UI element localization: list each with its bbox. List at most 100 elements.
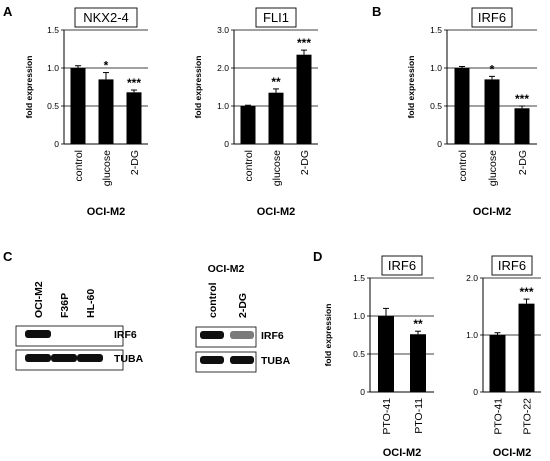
gene-title-box bbox=[74, 7, 138, 28]
bar bbox=[489, 335, 506, 392]
y-tick-label: 1.0 bbox=[47, 63, 59, 73]
gene-title: NKX2-4 bbox=[83, 10, 129, 25]
blot-row-label: TUBA bbox=[261, 355, 291, 367]
blot-band bbox=[25, 330, 51, 338]
gene-title-box bbox=[255, 7, 297, 28]
gene-title-box bbox=[491, 255, 533, 276]
bar bbox=[126, 92, 142, 144]
significance-marker: * bbox=[490, 62, 495, 76]
significance-marker: *** bbox=[519, 285, 533, 299]
y-tick-label: 1.5 bbox=[47, 25, 59, 35]
blot-band bbox=[200, 331, 224, 339]
blot-band bbox=[77, 354, 103, 362]
y-tick-label: 1.0 bbox=[353, 311, 365, 321]
x-group-label: OCI-M2 bbox=[257, 206, 296, 218]
y-tick-label: 3.0 bbox=[217, 25, 229, 35]
blot-lane-label: OCI-M2 bbox=[33, 281, 45, 318]
bar bbox=[454, 68, 470, 144]
blot-band bbox=[25, 354, 51, 362]
y-tick-label: 0.5 bbox=[353, 349, 365, 359]
x-category-label: PTO-41 bbox=[381, 398, 393, 435]
bar bbox=[296, 54, 312, 145]
y-tick-label: 1.0 bbox=[466, 330, 478, 340]
x-category-label: glucose bbox=[487, 150, 499, 186]
significance-marker: *** bbox=[297, 36, 311, 50]
significance-marker: ** bbox=[271, 75, 281, 89]
bar-chart-irf6-pto11: 0 0.5 1.0 1.5 PTO-41 ** PTO-11 IRF6 fold express… bbox=[323, 255, 434, 459]
x-category-label: PTO-41 bbox=[493, 398, 505, 435]
blot-band bbox=[51, 354, 77, 362]
x-category-label: 2-DG bbox=[129, 150, 141, 175]
x-group-label: OCI-M2 bbox=[493, 447, 532, 459]
significance-marker: *** bbox=[127, 76, 141, 90]
blot-lane-label: F36P bbox=[59, 293, 71, 318]
bar-chart-irf6-b: 0 0.5 1.0 1.5 control * glucose *** 2-DG IRF6 fold… bbox=[406, 7, 537, 218]
significance-marker: ** bbox=[413, 317, 423, 331]
y-tick-label: 1.5 bbox=[353, 273, 365, 283]
bar bbox=[378, 316, 394, 392]
gene-title-box bbox=[381, 255, 423, 276]
y-tick-label: 0.5 bbox=[430, 101, 442, 111]
x-category-label: 2-DG bbox=[299, 150, 311, 175]
x-group-label: OCI-M2 bbox=[473, 206, 512, 218]
bar bbox=[98, 79, 114, 144]
y-tick-label: 0.5 bbox=[47, 101, 59, 111]
bar bbox=[514, 108, 530, 144]
panel-letter-b: B bbox=[372, 4, 381, 19]
blot-row-label: TUBA bbox=[114, 353, 144, 365]
blot-lane-label: HL-60 bbox=[85, 289, 97, 318]
gene-title-box bbox=[471, 7, 513, 28]
y-axis-label: fold expression bbox=[24, 56, 34, 119]
x-category-label: control bbox=[243, 150, 255, 182]
significance-marker: *** bbox=[515, 92, 529, 106]
blot-lane-label: control bbox=[207, 282, 219, 318]
bar bbox=[240, 106, 256, 144]
gene-title: IRF6 bbox=[498, 258, 526, 273]
y-axis-label: fold expression bbox=[193, 56, 203, 119]
x-category-label: glucose bbox=[101, 150, 113, 186]
panel-letter-d: D bbox=[313, 249, 322, 264]
gene-title: IRF6 bbox=[388, 258, 416, 273]
blot-band bbox=[230, 356, 254, 364]
bar-chart-nkx2-4: 0 0.5 1.0 1.5 control * glucose *** 2-DG NKX2-4 fo… bbox=[24, 7, 148, 218]
x-category-label: 2-DG bbox=[517, 150, 529, 175]
x-group-label: OCI-M2 bbox=[87, 206, 126, 218]
bar bbox=[410, 334, 426, 392]
bar bbox=[268, 92, 284, 144]
x-category-label: PTO-22 bbox=[522, 398, 534, 435]
bar bbox=[518, 303, 535, 392]
bar-chart-irf6-pto22: 0 1.0 2.0 PTO-41 *** PTO-22 IRF6 OCI-M2 bbox=[466, 255, 541, 459]
x-category-label: control bbox=[73, 150, 85, 182]
significance-marker: * bbox=[104, 59, 109, 73]
blot-band bbox=[200, 356, 224, 364]
x-category-label: PTO-11 bbox=[413, 398, 425, 434]
y-tick-label: 2.0 bbox=[466, 273, 478, 283]
x-category-label: glucose bbox=[271, 150, 283, 186]
blot-row-label: IRF6 bbox=[261, 330, 284, 342]
blot-band bbox=[230, 331, 254, 339]
panel-letter-c: C bbox=[3, 249, 13, 264]
y-axis-label: fold expression bbox=[323, 304, 333, 367]
gene-title: IRF6 bbox=[478, 10, 506, 25]
y-tick-label: 2.0 bbox=[217, 63, 229, 73]
blot-lane-label: 2-DG bbox=[237, 293, 249, 318]
y-tick-label: 0 bbox=[437, 139, 442, 149]
blot-row-label: IRF6 bbox=[114, 329, 137, 341]
y-tick-label: 1.0 bbox=[430, 63, 442, 73]
y-tick-label: 0 bbox=[360, 387, 365, 397]
y-tick-label: 0 bbox=[54, 139, 59, 149]
western-blot-treatment: OCI-M2 IRF6 TUBA control 2-DG bbox=[195, 263, 291, 373]
x-category-label: control bbox=[457, 150, 469, 182]
blot-header: OCI-M2 bbox=[208, 263, 245, 275]
panel-letter-a: A bbox=[3, 4, 13, 19]
y-tick-label: 1.0 bbox=[217, 101, 229, 111]
bar bbox=[70, 68, 86, 144]
y-axis-label: fold expression bbox=[406, 56, 416, 119]
x-group-label: OCI-M2 bbox=[383, 447, 422, 459]
western-blot-cell-lines: IRF6 TUBA OCI-M2 F36P HL-60 bbox=[15, 281, 144, 371]
bar bbox=[484, 79, 500, 144]
bar-chart-fli1: 0 1.0 2.0 3.0 control ** glucose *** 2-DG FLI1 fol… bbox=[193, 7, 318, 218]
y-tick-label: 1.5 bbox=[430, 25, 442, 35]
gene-title: FLI1 bbox=[263, 10, 289, 25]
